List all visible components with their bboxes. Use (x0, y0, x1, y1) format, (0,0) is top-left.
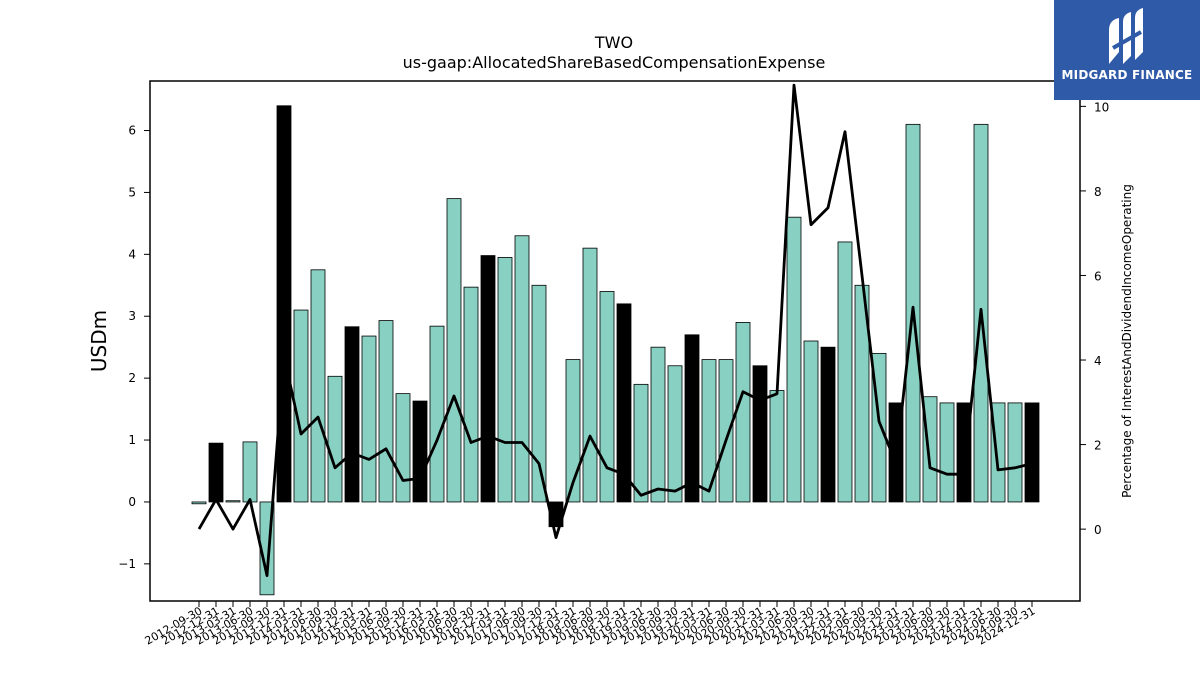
y-tick-label: 6 (128, 124, 136, 138)
bar-2015-06-30 (378, 320, 394, 503)
line-series (197, 83, 1033, 577)
bar-2017-06-30 (514, 235, 530, 503)
y-axis-ticks: −1 0 1 2 3 4 5 6 (118, 124, 150, 571)
bar-2021-06-30 (786, 216, 802, 503)
y2-axis-ticks: 0 2 4 6 8 10 (1080, 100, 1109, 537)
bar-2020-03-31 (701, 359, 717, 503)
x-axis-ticks: 2012-09-302012-12-312013-03-312013-06-30… (143, 601, 1038, 648)
chart-title: TWO (594, 33, 633, 52)
bar-2013-03-31 (225, 500, 241, 503)
bar-2023-09-30 (939, 402, 955, 503)
bar-2017-09-30 (531, 284, 547, 503)
logo-text: MIDGARD FINANCE (1061, 68, 1193, 82)
bar-2016-12-31 (480, 255, 496, 503)
y-tick-label: 0 (128, 495, 136, 509)
y-tick-label: 3 (128, 309, 136, 323)
bar-2012-12-31 (208, 442, 224, 503)
y-axis-label: USDm (87, 310, 111, 372)
y2-tick-label: 2 (1094, 439, 1102, 453)
chart-subtitle: us-gaap:AllocatedShareBasedCompensationE… (403, 53, 826, 72)
bar-2018-03-31 (565, 359, 581, 503)
y2-tick-label: 10 (1094, 100, 1109, 114)
bar-2020-06-30 (718, 359, 734, 503)
y2-tick-label: 8 (1094, 185, 1102, 199)
logo-mark-icon (1109, 8, 1143, 64)
bar-2018-06-30 (582, 247, 598, 503)
y-tick-label: −1 (118, 557, 136, 571)
y-tick-label: 2 (128, 371, 136, 385)
bar-2016-09-30 (463, 286, 479, 503)
bar-2014-09-30 (327, 375, 343, 503)
bar-2018-09-30 (599, 291, 615, 503)
bar-series (191, 105, 1040, 596)
bar-2021-09-30 (803, 340, 819, 503)
bar-2020-12-31 (752, 365, 768, 503)
y2-tick-label: 4 (1094, 354, 1102, 368)
y2-axis-label: Percentage of InterestAndDividendIncomeO… (1120, 184, 1134, 498)
bar-2013-06-30 (242, 441, 258, 503)
bar-2018-12-31 (616, 303, 632, 503)
bar-2021-12-31 (820, 346, 836, 503)
bar-2021-03-31 (769, 390, 785, 503)
bar-2014-06-30 (310, 269, 326, 503)
bar-2016-06-30 (446, 198, 462, 503)
bar-2015-09-30 (395, 393, 411, 503)
bar-2020-09-30 (735, 322, 751, 503)
bar-2019-06-30 (650, 346, 666, 503)
bar-2024-09-30 (1007, 402, 1023, 503)
bar-2024-12-31 (1024, 402, 1040, 503)
bar-2015-03-31 (361, 335, 377, 503)
y-tick-label: 1 (128, 433, 136, 447)
y-tick-label: 4 (128, 247, 136, 261)
bar-2019-12-31 (684, 334, 700, 503)
bar-2016-03-31 (429, 325, 445, 503)
bar-2014-12-31 (344, 326, 360, 503)
y-tick-label: 5 (128, 185, 136, 199)
midgard-finance-logo: MIDGARD FINANCE (1054, 0, 1200, 100)
y2-tick-label: 6 (1094, 269, 1102, 283)
bar-2013-12-31 (276, 105, 292, 503)
bar-2019-09-30 (667, 365, 683, 503)
line-series-path (197, 83, 1033, 577)
bar-2019-03-31 (633, 383, 649, 503)
y2-tick-label: 0 (1094, 523, 1102, 537)
bar-2012-09-30 (191, 501, 207, 505)
bar-2015-12-31 (412, 400, 428, 503)
bar-2017-03-31 (497, 257, 513, 503)
plot-frame (149, 80, 1081, 602)
bar-2022-03-31 (837, 241, 853, 503)
